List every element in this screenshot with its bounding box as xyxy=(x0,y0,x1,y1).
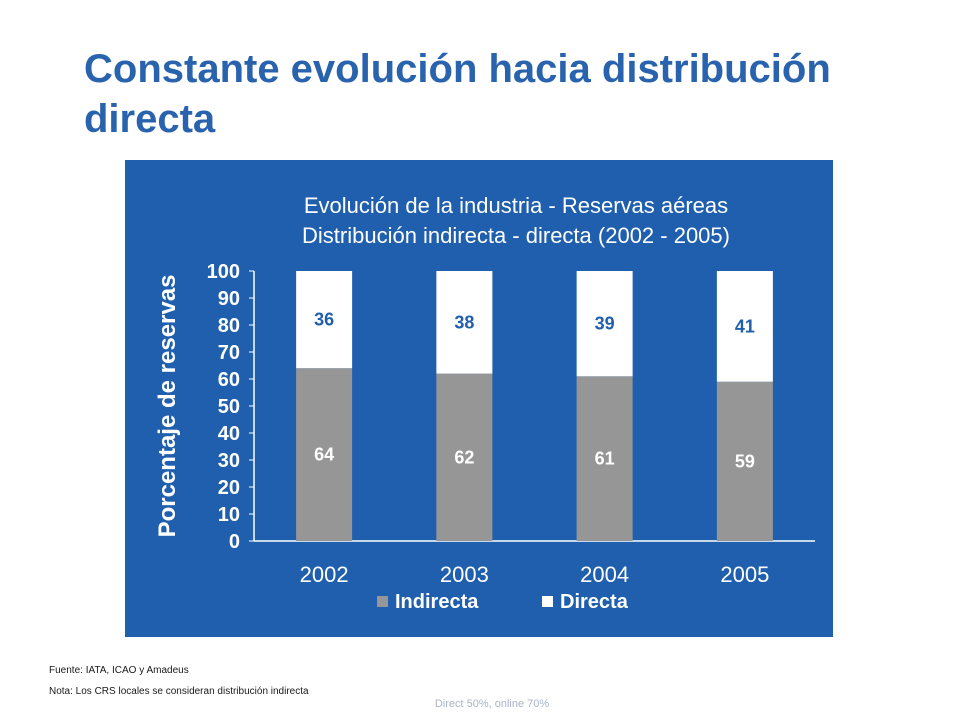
chart-panel: Evolución de la industria - Reservas aér… xyxy=(125,160,833,637)
y-tick-label: 80 xyxy=(218,315,240,337)
bar-indirecta-2005 xyxy=(716,381,773,541)
y-tick-label: 40 xyxy=(218,423,240,445)
y-tick-label: 10 xyxy=(218,504,240,526)
data-label-indirecta-2002: 64 xyxy=(314,445,334,465)
y-tick-label: 90 xyxy=(218,288,240,310)
y-tick-label: 30 xyxy=(218,450,240,472)
y-tick-label: 20 xyxy=(218,477,240,499)
slide-title: Constante evolución hacia distribución d… xyxy=(84,47,831,141)
bar-indirecta-2003 xyxy=(436,373,493,541)
bar-indirecta-2004 xyxy=(576,376,633,541)
y-axis-label: Porcentaje de reservas xyxy=(154,275,181,538)
chart-title-line-2: Distribución indirecta - directa (2002 -… xyxy=(302,223,730,248)
y-tick-label: 60 xyxy=(218,369,240,391)
bar-directa-2003 xyxy=(436,271,493,374)
bar-directa-2005 xyxy=(716,271,773,382)
data-label-indirecta-2004: 61 xyxy=(595,449,615,469)
x-tick-label: 2004 xyxy=(580,562,629,587)
chart-title-line-1: Evolución de la industria - Reservas aér… xyxy=(304,193,728,218)
note-footnote: Nota: Los CRS locales se consideran dist… xyxy=(49,686,309,697)
data-label-directa-2005: 41 xyxy=(735,316,755,336)
data-label-directa-2002: 36 xyxy=(314,310,334,330)
stacked-bar-chart: Evolución de la industria - Reservas aér… xyxy=(154,193,815,613)
y-tick-label: 0 xyxy=(229,531,240,553)
x-tick-label: 2005 xyxy=(720,562,769,587)
bottom-caption: Direct 50%, online 70% xyxy=(434,698,550,710)
x-tick-label: 2003 xyxy=(440,562,489,587)
legend-label-directa: Directa xyxy=(560,591,629,613)
bar-directa-2002 xyxy=(296,271,353,369)
legend-swatch-indirecta xyxy=(377,596,388,607)
data-label-directa-2003: 38 xyxy=(454,312,474,332)
data-label-indirecta-2003: 62 xyxy=(454,447,474,467)
bar-indirecta-2002 xyxy=(296,368,353,541)
y-tick-label: 70 xyxy=(218,342,240,364)
x-tick-label: 2002 xyxy=(300,562,349,587)
bar-directa-2004 xyxy=(576,271,633,377)
legend-swatch-directa xyxy=(542,596,553,607)
source-footnote: Fuente: IATA, ICAO y Amadeus xyxy=(49,665,189,676)
data-label-directa-2004: 39 xyxy=(595,314,615,334)
y-tick-label: 100 xyxy=(207,261,240,283)
data-label-indirecta-2005: 59 xyxy=(735,451,755,471)
y-tick-label: 50 xyxy=(218,396,240,418)
legend-label-indirecta: Indirecta xyxy=(395,591,479,613)
